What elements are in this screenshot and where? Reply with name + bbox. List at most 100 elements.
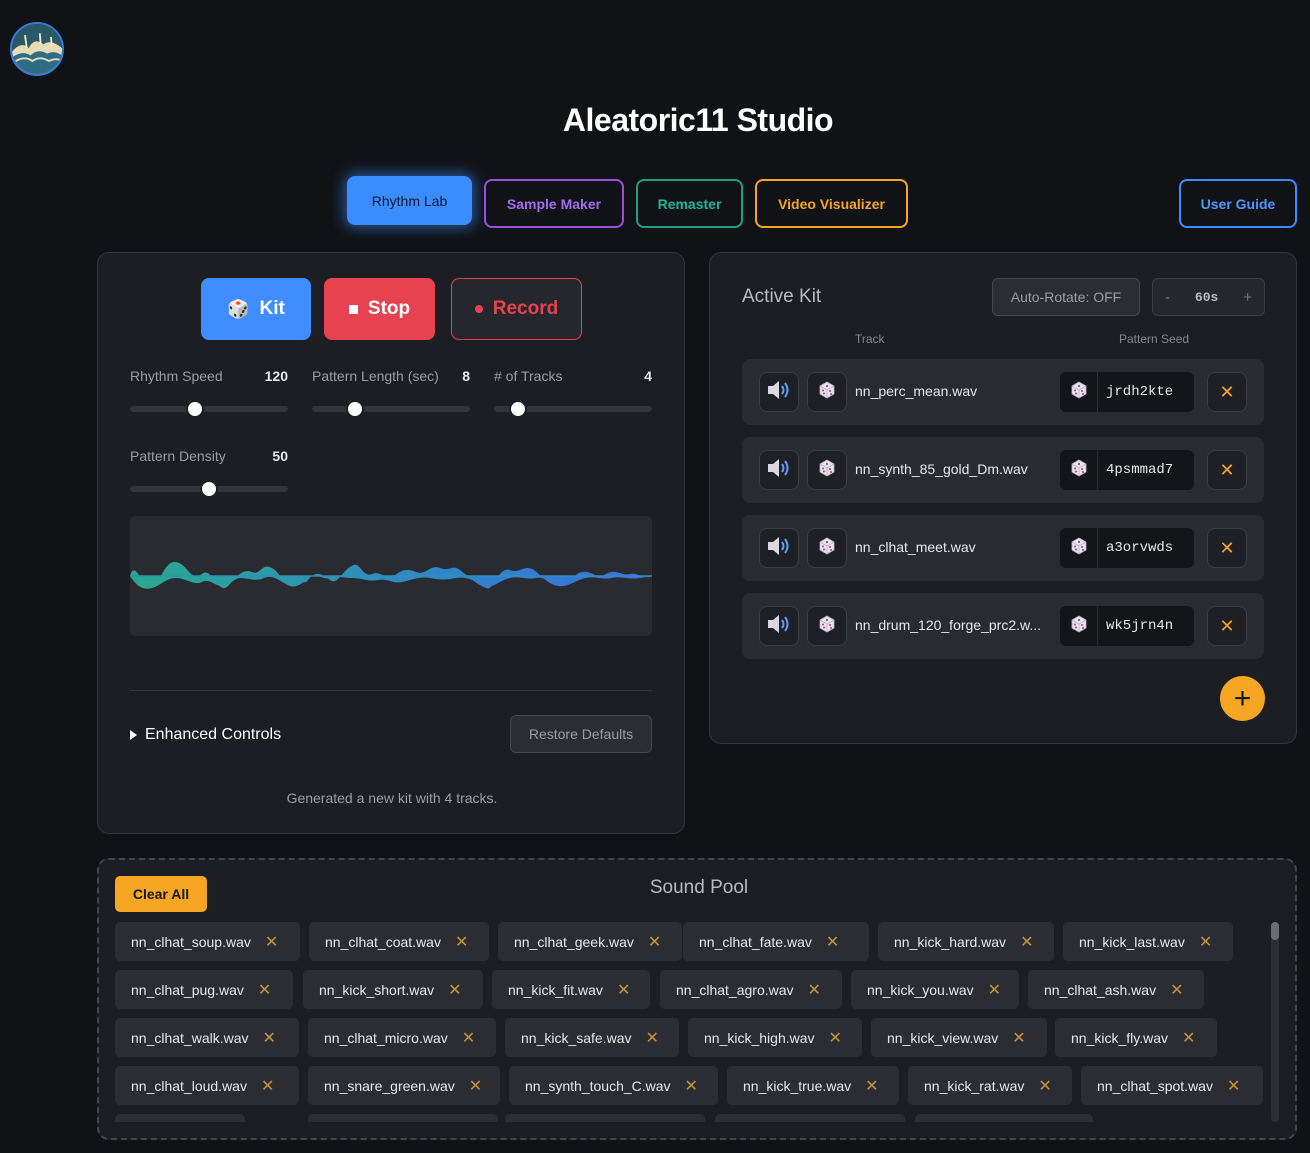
sound-chip[interactable] [715,1114,905,1122]
mute-button[interactable] [759,372,799,412]
close-icon[interactable]: ✕ [1170,981,1184,999]
close-icon[interactable]: ✕ [647,933,662,951]
decrement-button[interactable]: - [1165,288,1170,306]
close-icon[interactable]: ✕ [825,933,840,951]
sound-chip[interactable]: nn_clhat_agro.wav ✕ [660,970,842,1009]
randomize-seed-button[interactable] [1060,372,1098,412]
remove-track-button[interactable]: ✕ [1207,528,1247,568]
kit-button[interactable]: 🎲 Kit [201,278,311,340]
close-icon[interactable]: ✕ [448,981,462,999]
randomize-seed-button[interactable] [1060,450,1098,490]
slider-thumb[interactable] [185,400,204,418]
mute-button[interactable] [759,450,799,490]
sound-chip[interactable]: nn_kick_hard.wav ✕ [878,922,1054,961]
close-icon[interactable]: ✕ [1020,933,1034,951]
sound-chip[interactable]: nn_clhat_micro.wav ✕ [308,1018,496,1057]
slider-thumb[interactable] [200,480,218,498]
sound-chip[interactable]: nn_kick_view.wav ✕ [871,1018,1047,1057]
slider-track[interactable] [130,400,288,418]
mute-button[interactable] [759,528,799,568]
sound-chip[interactable] [915,1114,1093,1122]
seed-field[interactable]: wk5jrn4n [1060,606,1194,646]
kit-label: Kit [259,298,285,319]
close-icon[interactable]: ✕ [807,981,821,999]
sound-chip[interactable]: nn_clhat_ash.wav ✕ [1028,970,1204,1009]
remove-track-button[interactable]: ✕ [1207,372,1247,412]
clear-all-button[interactable]: Clear All [115,876,207,912]
sound-chip[interactable]: nn_clhat_pug.wav ✕ [115,970,293,1009]
sound-chip[interactable]: nn_clhat_coat.wav ✕ [309,922,489,961]
scroll-thumb[interactable] [1271,922,1279,940]
randomize-sample-button[interactable] [807,450,847,490]
tab-sample-maker[interactable]: Sample Maker [484,179,624,228]
sound-chip[interactable]: nn_kick_fit.wav ✕ [492,970,650,1009]
record-button[interactable]: Record [451,278,582,340]
close-icon[interactable]: ✕ [468,1077,483,1095]
sound-chip[interactable]: nn_kick_you.wav ✕ [851,970,1019,1009]
sound-chip[interactable]: nn_synth_touch_C.wav ✕ [509,1066,718,1105]
sound-chip[interactable]: nn_kick_last.wav ✕ [1063,922,1233,961]
slider-thumb[interactable] [508,400,527,418]
sound-chip[interactable] [308,1114,498,1122]
slider-thumb[interactable] [345,400,364,418]
close-icon[interactable]: ✕ [616,981,631,999]
sound-chip[interactable]: nn_clhat_geek.wav ✕ [498,922,682,961]
close-icon[interactable]: ✕ [865,1077,879,1095]
sound-chip[interactable] [115,1114,245,1122]
sound-chip[interactable]: nn_kick_rat.wav ✕ [908,1066,1072,1105]
close-icon[interactable]: ✕ [1226,1077,1241,1095]
randomize-sample-button[interactable] [807,528,847,568]
sound-chip[interactable]: nn_kick_true.wav ✕ [727,1066,899,1105]
sound-chip[interactable]: nn_clhat_fate.wav ✕ [683,922,869,961]
seed-field[interactable]: jrdh2kte [1060,372,1194,412]
close-icon[interactable]: ✕ [684,1077,698,1095]
sound-chip[interactable]: nn_clhat_loud.wav ✕ [115,1066,299,1105]
sound-chip[interactable]: nn_clhat_walk.wav ✕ [115,1018,299,1057]
close-icon[interactable]: ✕ [260,1077,275,1095]
close-icon[interactable]: ✕ [454,933,469,951]
sound-chip[interactable]: nn_kick_safe.wav ✕ [505,1018,679,1057]
add-track-button[interactable]: + [1220,676,1265,721]
sound-chip[interactable]: nn_snare_green.wav ✕ [308,1066,500,1105]
sound-chip[interactable]: nn_kick_short.wav ✕ [303,970,483,1009]
enhanced-controls-toggle[interactable]: Enhanced Controls [130,726,281,744]
randomize-seed-button[interactable] [1060,528,1098,568]
scrollbar[interactable] [1271,922,1279,1122]
slider-track[interactable] [130,480,288,498]
close-icon[interactable]: ✕ [461,1029,476,1047]
sound-chip[interactable]: nn_clhat_spot.wav ✕ [1081,1066,1263,1105]
close-icon[interactable]: ✕ [1038,1077,1052,1095]
close-icon[interactable]: ✕ [1012,1029,1026,1047]
seed-field[interactable]: 4psmmad7 [1060,450,1194,490]
randomize-seed-button[interactable] [1060,606,1098,646]
close-icon[interactable]: ✕ [987,981,1002,999]
tab-rhythm-lab[interactable]: Rhythm Lab [347,176,472,225]
sound-chip[interactable]: nn_clhat_soup.wav ✕ [115,922,300,961]
close-icon[interactable]: ✕ [262,1029,276,1047]
section-divider [130,690,652,691]
seed-field[interactable]: a3orvwds [1060,528,1194,568]
close-icon[interactable]: ✕ [645,1029,659,1047]
close-icon[interactable]: ✕ [1182,1029,1196,1047]
mute-button[interactable] [759,606,799,646]
close-icon[interactable]: ✕ [264,933,279,951]
sound-chip[interactable]: nn_kick_fly.wav ✕ [1055,1018,1217,1057]
user-guide-button[interactable]: User Guide [1179,179,1297,228]
close-icon[interactable]: ✕ [1198,933,1213,951]
sound-chip[interactable] [505,1114,705,1122]
close-icon[interactable]: ✕ [257,981,272,999]
remove-track-button[interactable]: ✕ [1207,450,1247,490]
tab-remaster[interactable]: Remaster [636,179,743,228]
randomize-sample-button[interactable] [807,372,847,412]
auto-rotate-button[interactable]: Auto-Rotate: OFF [992,278,1140,316]
slider-track[interactable] [494,400,652,418]
slider-track[interactable] [312,400,470,418]
tab-video-visualizer[interactable]: Video Visualizer [755,179,908,228]
close-icon[interactable]: ✕ [828,1029,842,1047]
restore-defaults-button[interactable]: Restore Defaults [510,715,652,753]
sound-chip[interactable]: nn_kick_high.wav ✕ [688,1018,862,1057]
increment-button[interactable]: + [1243,288,1252,306]
stop-button[interactable]: Stop [324,278,435,340]
randomize-sample-button[interactable] [807,606,847,646]
remove-track-button[interactable]: ✕ [1207,606,1247,646]
